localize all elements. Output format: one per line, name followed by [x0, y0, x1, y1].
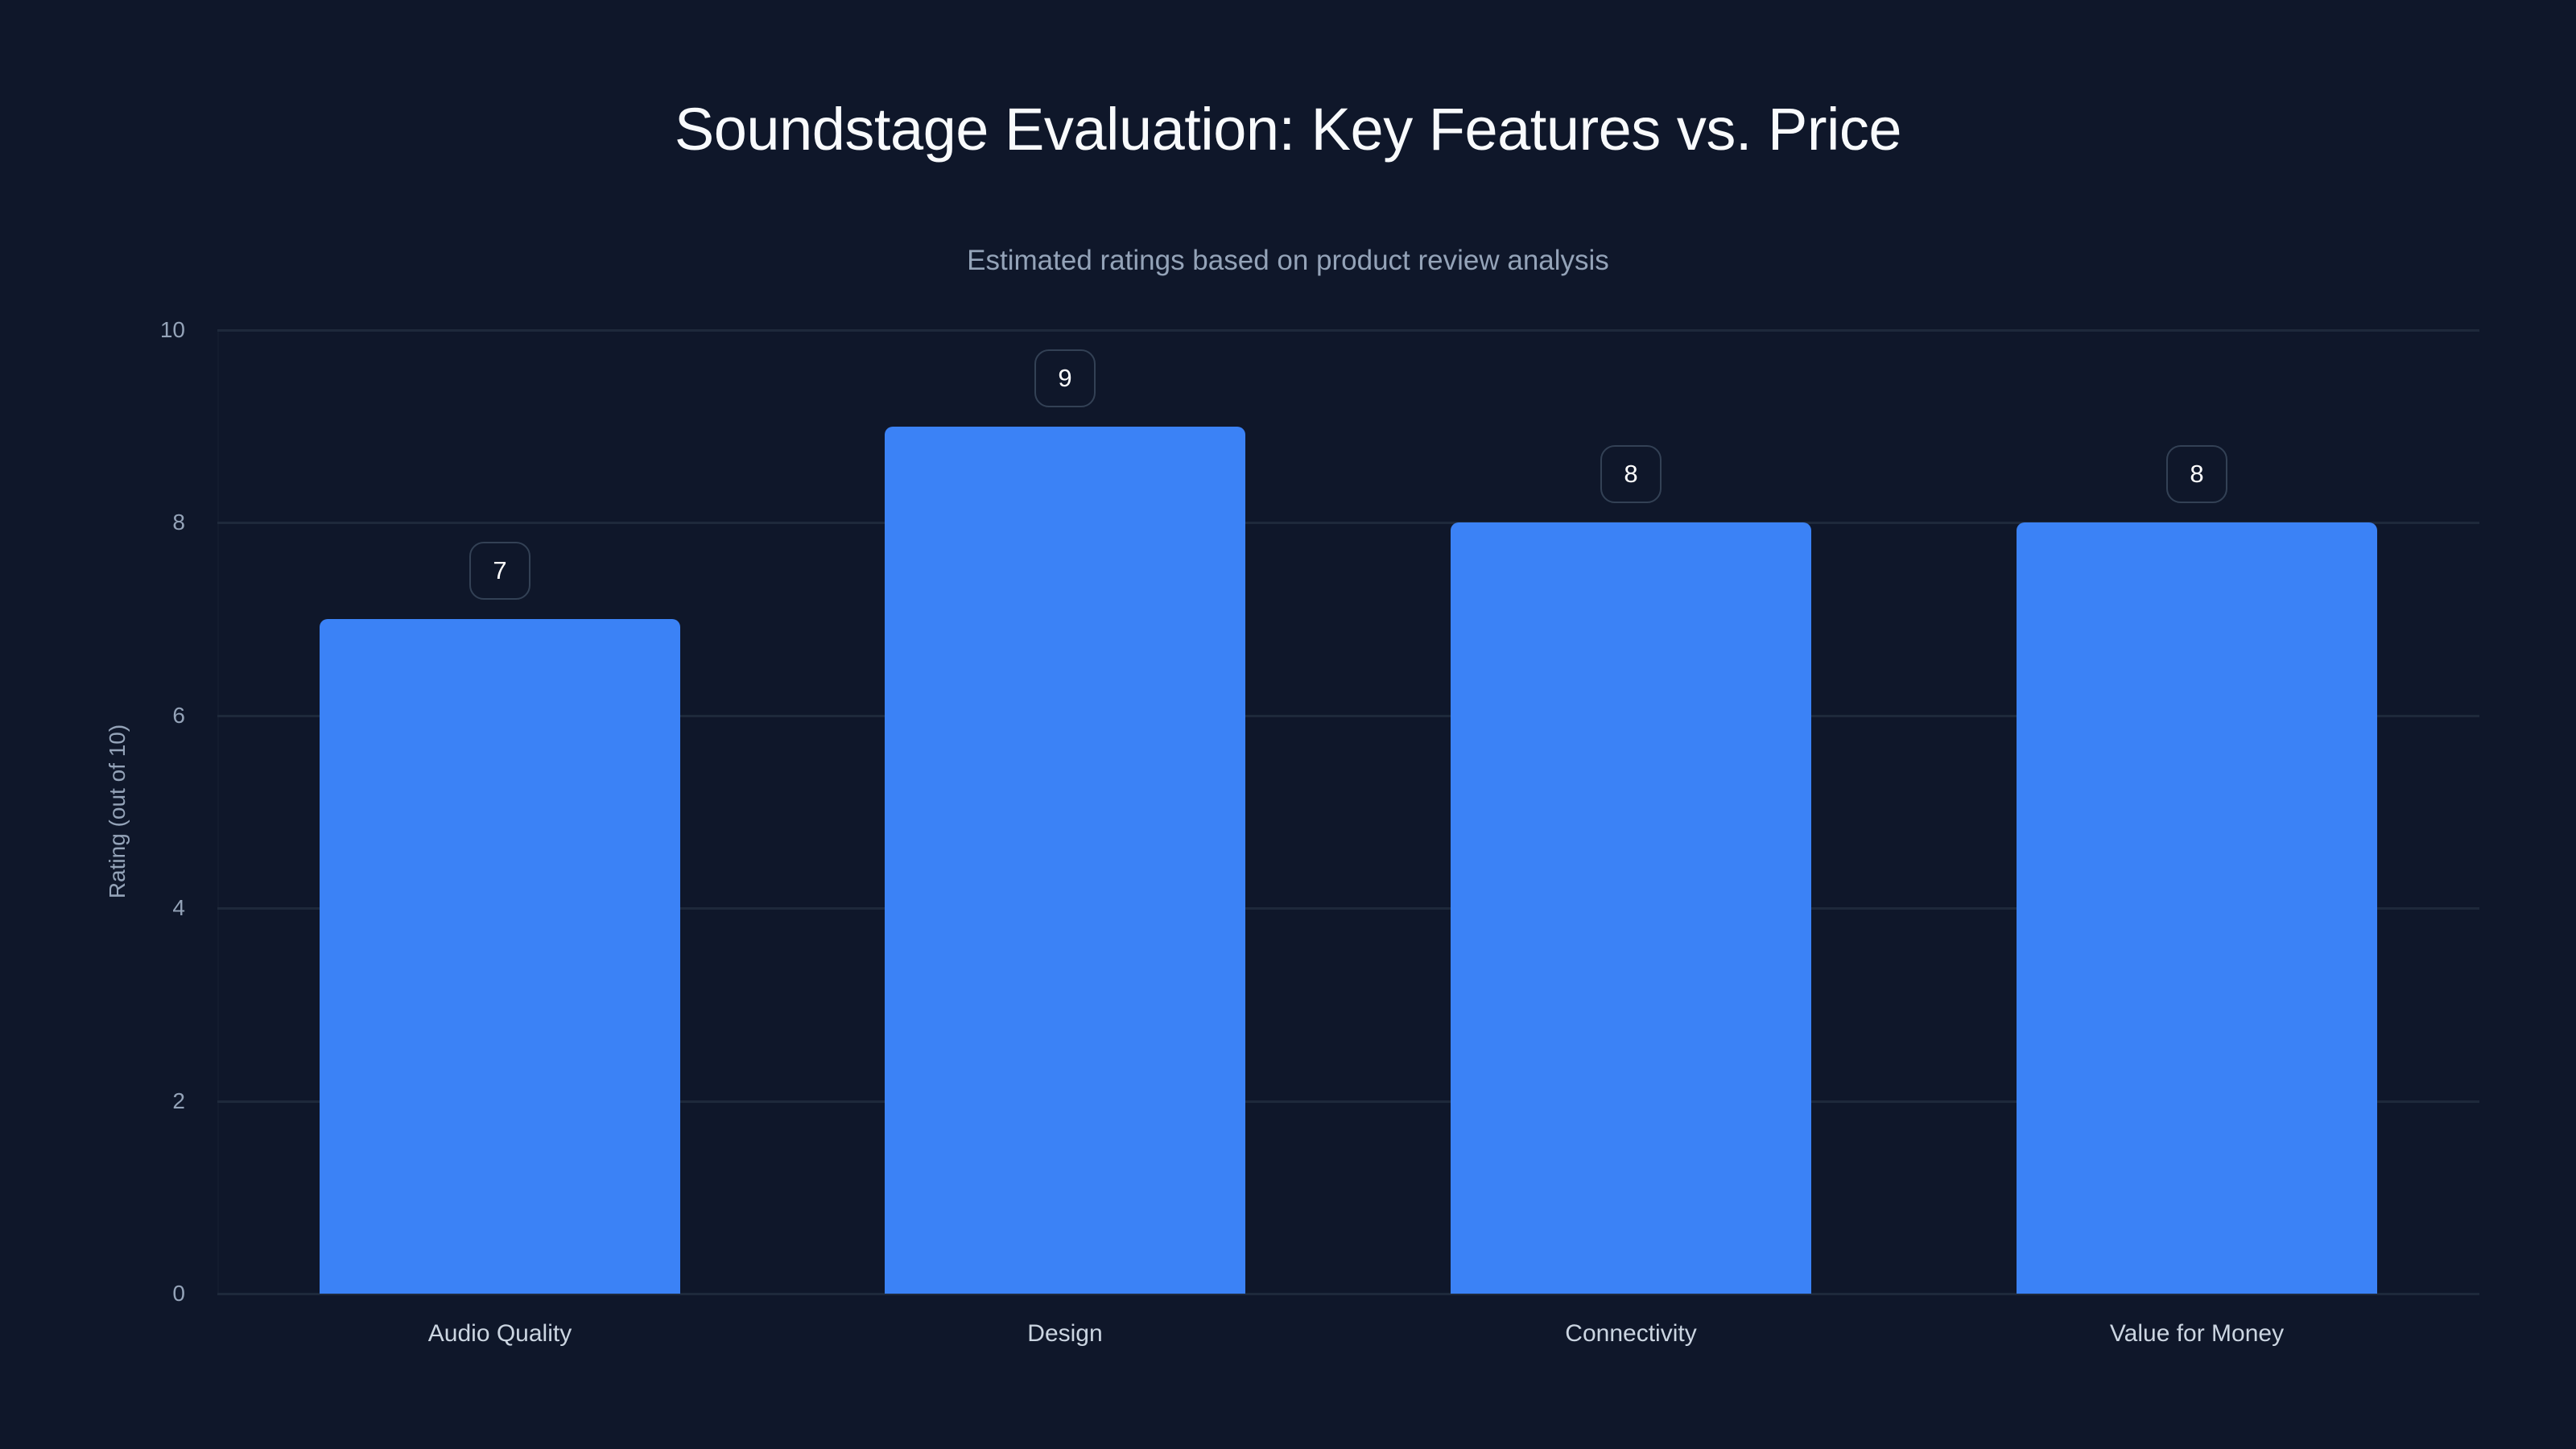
plot-area: 10 8 6 4 2 0 7 9 8 8	[160, 317, 2479, 1306]
value-badge-value-for-money: 8	[2166, 445, 2227, 504]
gridline-2	[217, 1100, 2479, 1103]
gridline-4	[217, 907, 2479, 910]
y-tick-0: 0	[172, 1281, 185, 1306]
y-tick-4: 4	[172, 895, 185, 920]
chart-subtitle: Estimated ratings based on product revie…	[967, 245, 1609, 276]
value-badge-audio-quality: 7	[469, 542, 530, 601]
gridline-0	[217, 1293, 2479, 1295]
x-label-connectivity: Connectivity	[1565, 1320, 1697, 1347]
value-badge-design: 9	[1034, 349, 1096, 407]
chart-title: Soundstage Evaluation: Key Features vs. …	[674, 96, 1902, 163]
gridline-10	[217, 329, 2479, 332]
gridline-8	[217, 522, 2479, 524]
y-tick-8: 8	[172, 510, 185, 535]
bar-connectivity[interactable]	[1451, 522, 1811, 1294]
x-label-audio-quality: Audio Quality	[427, 1320, 572, 1347]
gridline-6	[217, 715, 2479, 717]
bar-value-for-money[interactable]	[2017, 522, 2377, 1294]
y-axis-line	[217, 330, 219, 1294]
y-tick-6: 6	[172, 703, 185, 728]
y-tick-10: 10	[159, 317, 185, 342]
value-badge-connectivity: 8	[1600, 445, 1662, 504]
bar-design[interactable]	[885, 426, 1245, 1294]
bar-audio-quality[interactable]	[320, 619, 680, 1294]
x-label-design: Design	[1027, 1320, 1103, 1347]
x-label-value-for-money: Value for Money	[2109, 1320, 2285, 1347]
y-axis-label: Rating (out of 10)	[105, 724, 130, 899]
y-tick-2: 2	[172, 1088, 185, 1113]
